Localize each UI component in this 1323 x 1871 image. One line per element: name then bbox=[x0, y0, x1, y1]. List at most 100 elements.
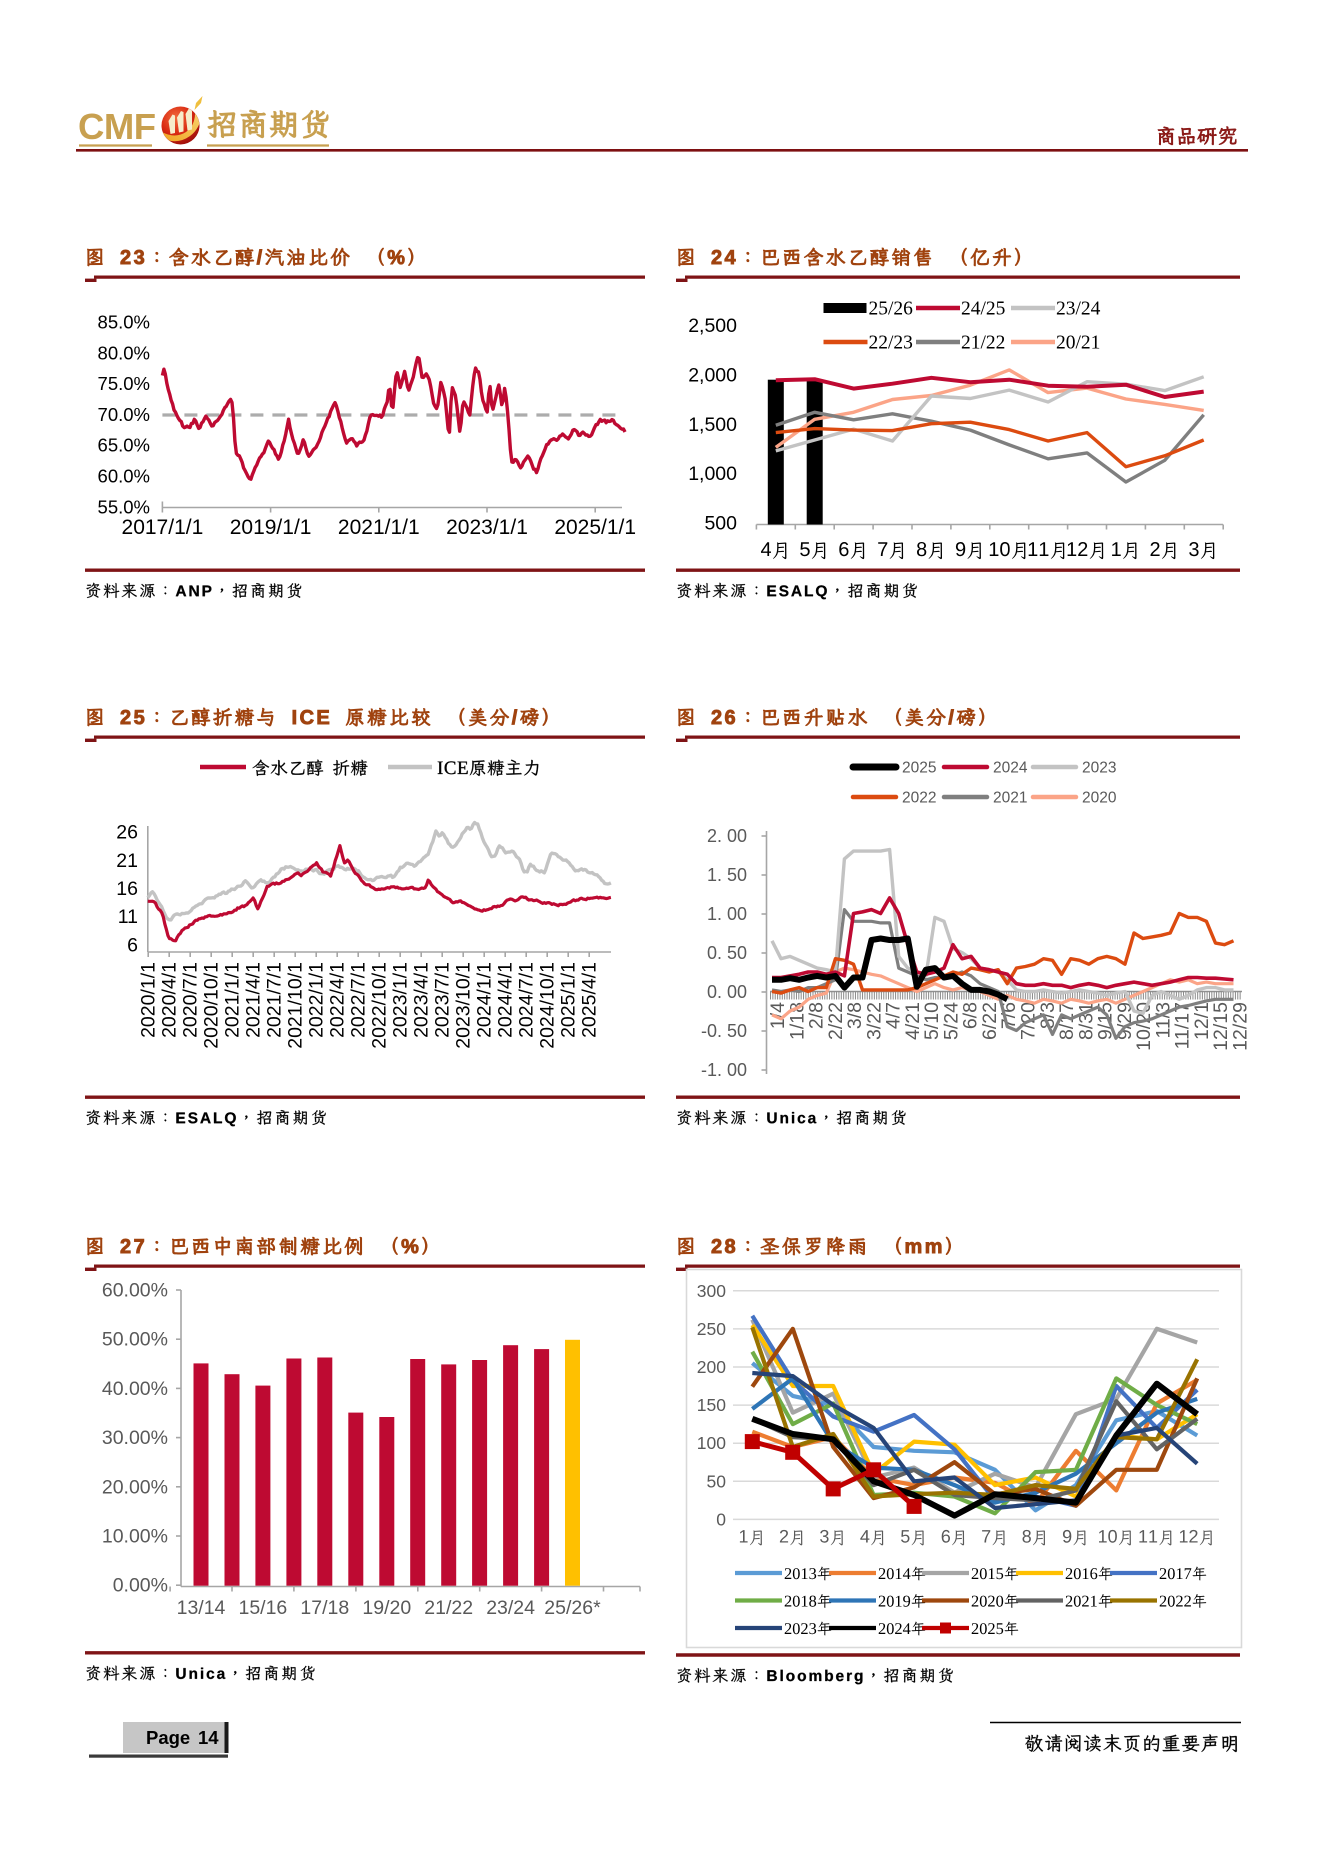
svg-text:5/10: 5/10 bbox=[921, 1002, 943, 1040]
svg-text:85.0%: 85.0% bbox=[98, 312, 150, 333]
svg-text:0. 50: 0. 50 bbox=[707, 943, 747, 963]
svg-text:2022/10/1: 2022/10/1 bbox=[369, 962, 391, 1049]
svg-text:8/3: 8/3 bbox=[1037, 1002, 1059, 1029]
svg-text:80.0%: 80.0% bbox=[98, 342, 150, 363]
svg-text:2021/10/1: 2021/10/1 bbox=[285, 962, 307, 1049]
svg-text:25/26*: 25/26* bbox=[544, 1597, 601, 1619]
svg-text:2024/4/1: 2024/4/1 bbox=[495, 962, 517, 1038]
svg-text:5/24: 5/24 bbox=[940, 1002, 962, 1040]
svg-text:2020/4/1: 2020/4/1 bbox=[159, 962, 181, 1038]
svg-text:2022/4/1: 2022/4/1 bbox=[327, 962, 349, 1038]
svg-text:50.00%: 50.00% bbox=[102, 1329, 168, 1351]
svg-text:2020: 2020 bbox=[1082, 790, 1117, 807]
svg-text:6/22: 6/22 bbox=[979, 1002, 1001, 1040]
svg-text:60.0%: 60.0% bbox=[98, 466, 150, 487]
svg-text:2024/1/1: 2024/1/1 bbox=[474, 962, 496, 1038]
svg-text:60.00%: 60.00% bbox=[102, 1280, 168, 1302]
svg-text:200: 200 bbox=[697, 1357, 726, 1377]
svg-text:21/22: 21/22 bbox=[961, 333, 1005, 354]
svg-text:13/14: 13/14 bbox=[177, 1597, 226, 1619]
svg-text:16: 16 bbox=[116, 878, 138, 900]
svg-text:2025: 2025 bbox=[902, 760, 936, 777]
svg-text:10.00%: 10.00% bbox=[102, 1526, 168, 1548]
svg-text:2023: 2023 bbox=[1082, 760, 1116, 777]
svg-text:2,500: 2,500 bbox=[688, 315, 737, 337]
svg-text:2023/1/1: 2023/1/1 bbox=[446, 516, 528, 539]
svg-text:0. 00: 0. 00 bbox=[707, 982, 747, 1002]
svg-text:2024: 2024 bbox=[993, 760, 1028, 777]
svg-text:8/17: 8/17 bbox=[1056, 1002, 1078, 1040]
svg-text:75.0%: 75.0% bbox=[98, 373, 150, 394]
svg-text:2025/1/1: 2025/1/1 bbox=[558, 962, 580, 1038]
svg-text:250: 250 bbox=[697, 1319, 726, 1339]
svg-text:2020/1/1: 2020/1/1 bbox=[138, 962, 160, 1038]
svg-text:-1. 00: -1. 00 bbox=[701, 1060, 747, 1080]
svg-text:150: 150 bbox=[697, 1395, 726, 1415]
svg-text:14: 14 bbox=[198, 1727, 219, 1748]
svg-text:2023/1/1: 2023/1/1 bbox=[390, 962, 412, 1038]
svg-text:19/20: 19/20 bbox=[362, 1597, 411, 1619]
svg-text:2023/7/1: 2023/7/1 bbox=[432, 962, 454, 1038]
svg-text:26: 26 bbox=[116, 822, 138, 844]
svg-text:65.0%: 65.0% bbox=[98, 435, 150, 456]
svg-text:11: 11 bbox=[118, 906, 138, 928]
svg-text:2017/1/1: 2017/1/1 bbox=[122, 516, 204, 539]
svg-text:20.00%: 20.00% bbox=[102, 1476, 168, 1498]
svg-text:21: 21 bbox=[116, 850, 138, 872]
svg-text:2023/4/1: 2023/4/1 bbox=[411, 962, 433, 1038]
svg-text:4/7: 4/7 bbox=[883, 1002, 905, 1029]
svg-text:2/22: 2/22 bbox=[825, 1002, 847, 1040]
svg-text:CMF: CMF bbox=[78, 106, 156, 147]
svg-text:9/29: 9/29 bbox=[1114, 1002, 1136, 1040]
svg-text:0: 0 bbox=[716, 1509, 726, 1529]
svg-text:2024/10/1: 2024/10/1 bbox=[537, 962, 559, 1049]
svg-text:12/1: 12/1 bbox=[1191, 1002, 1213, 1040]
svg-text:2021/7/1: 2021/7/1 bbox=[264, 962, 286, 1038]
svg-text:24/25: 24/25 bbox=[961, 299, 1005, 320]
svg-text:4/21: 4/21 bbox=[902, 1002, 924, 1040]
svg-text:Page: Page bbox=[146, 1727, 190, 1748]
svg-text:23/24: 23/24 bbox=[486, 1597, 535, 1619]
svg-text:-0. 50: -0. 50 bbox=[701, 1021, 747, 1041]
svg-text:2022/7/1: 2022/7/1 bbox=[348, 962, 370, 1038]
svg-text:2025/4/1: 2025/4/1 bbox=[579, 962, 601, 1038]
svg-text:2021/1/1: 2021/1/1 bbox=[338, 516, 420, 539]
svg-text:10/20: 10/20 bbox=[1133, 1002, 1155, 1051]
svg-text:0.00%: 0.00% bbox=[113, 1575, 168, 1597]
svg-text:23/24: 23/24 bbox=[1056, 299, 1101, 320]
svg-text:2022/1/1: 2022/1/1 bbox=[306, 962, 328, 1038]
svg-text:6: 6 bbox=[127, 935, 138, 957]
svg-text:1,500: 1,500 bbox=[688, 414, 737, 436]
svg-text:2022: 2022 bbox=[902, 790, 936, 807]
svg-text:12/29: 12/29 bbox=[1230, 1002, 1252, 1051]
svg-text:2020/7/1: 2020/7/1 bbox=[180, 962, 202, 1038]
svg-text:2/8: 2/8 bbox=[806, 1002, 828, 1029]
svg-text:1. 00: 1. 00 bbox=[707, 904, 747, 924]
svg-text:12/15: 12/15 bbox=[1210, 1002, 1232, 1051]
svg-text:2021/1/1: 2021/1/1 bbox=[222, 962, 244, 1038]
svg-text:2019/1/1: 2019/1/1 bbox=[230, 516, 312, 539]
svg-text:1. 50: 1. 50 bbox=[707, 865, 747, 885]
svg-text:500: 500 bbox=[704, 513, 737, 535]
svg-text:40.00%: 40.00% bbox=[102, 1378, 168, 1400]
svg-text:1/4: 1/4 bbox=[767, 1002, 789, 1029]
svg-text:70.0%: 70.0% bbox=[98, 404, 150, 425]
svg-text:3/8: 3/8 bbox=[844, 1002, 866, 1029]
svg-text:25/26: 25/26 bbox=[869, 299, 914, 320]
svg-text:55.0%: 55.0% bbox=[98, 496, 150, 517]
svg-text:2,000: 2,000 bbox=[688, 365, 737, 387]
svg-text:21/22: 21/22 bbox=[424, 1597, 473, 1619]
svg-text:30.00%: 30.00% bbox=[102, 1427, 168, 1449]
svg-text:3/22: 3/22 bbox=[863, 1002, 885, 1040]
svg-text:1,000: 1,000 bbox=[688, 463, 737, 485]
svg-text:11/17: 11/17 bbox=[1172, 1002, 1194, 1049]
svg-text:2020/10/1: 2020/10/1 bbox=[201, 962, 223, 1049]
svg-text:17/18: 17/18 bbox=[300, 1597, 349, 1619]
svg-text:2023/10/1: 2023/10/1 bbox=[453, 962, 475, 1049]
svg-text:6/8: 6/8 bbox=[960, 1002, 982, 1029]
svg-text:2021/4/1: 2021/4/1 bbox=[243, 962, 265, 1038]
svg-text:2. 00: 2. 00 bbox=[707, 826, 747, 846]
svg-text:15/16: 15/16 bbox=[238, 1597, 287, 1619]
svg-text:2024/7/1: 2024/7/1 bbox=[516, 962, 538, 1038]
svg-text:2021: 2021 bbox=[993, 790, 1027, 807]
